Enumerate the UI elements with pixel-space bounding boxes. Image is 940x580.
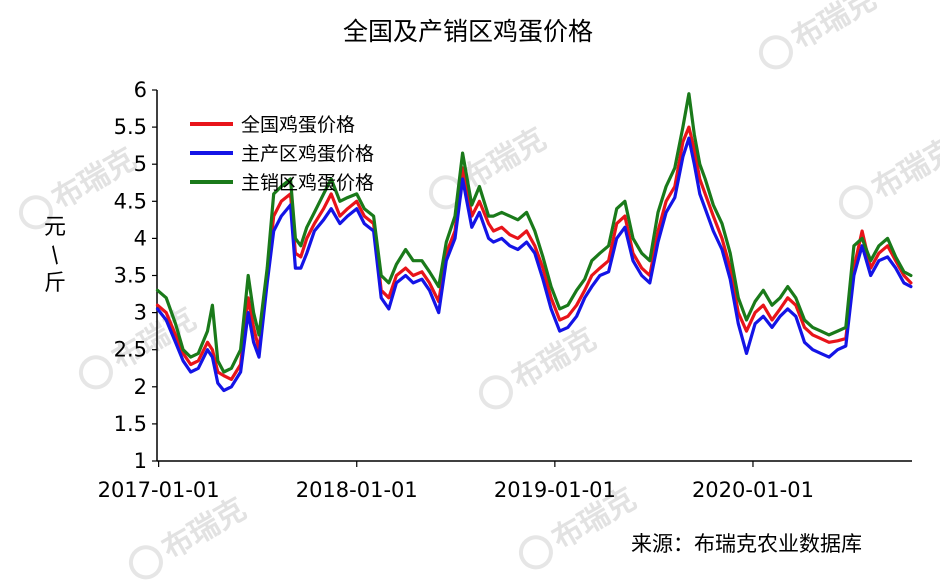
legend-label: 主产区鸡蛋价格 (241, 143, 374, 165)
watermark-logo-icon (518, 535, 553, 570)
watermark-text: 布瑞克 (867, 132, 940, 207)
watermark-text: 布瑞克 (157, 492, 252, 567)
chart-title: 全国及产销区鸡蛋价格 (343, 17, 593, 46)
series-layer (155, 92, 913, 393)
source-note: 来源：布瑞克农业数据库 (631, 532, 862, 556)
series-line-2 (155, 136, 913, 393)
watermark-logo-icon (18, 195, 53, 230)
watermark-text: 布瑞克 (787, 0, 882, 57)
y-tick-label: 5.5 (114, 115, 147, 139)
axes: 1 1.5 2 2.5 3 3.5 4 4.5 5 5.5 6 2017-01-01 2018-01-0… (98, 78, 912, 502)
series-line-3 (155, 92, 913, 374)
watermark: 布瑞克 (428, 122, 552, 210)
y-tick-label: 1.5 (114, 412, 147, 436)
watermark-text: 布瑞克 (507, 322, 602, 397)
watermark-logo-icon (78, 355, 113, 390)
y-tick-label: 6 (134, 78, 147, 102)
legend-label: 全国鸡蛋价格 (241, 114, 355, 136)
watermark-logo-icon (838, 185, 873, 220)
y-tick-label: 2 (134, 375, 147, 399)
y-tick-label: 4 (134, 226, 147, 250)
legend-label: 主销区鸡蛋价格 (241, 172, 374, 194)
watermark: 布瑞克 (128, 492, 252, 580)
x-tick-label: 2017-01-01 (98, 478, 220, 502)
watermark: 布瑞克 (478, 322, 602, 410)
watermark-logo-icon (128, 545, 163, 580)
y-tick-label: 1 (134, 449, 147, 473)
x-tick-label: 2018-01-01 (296, 478, 418, 502)
y-tick-label: 4.5 (114, 189, 147, 213)
x-tick-label: 2020-01-01 (692, 478, 814, 502)
x-tick-label: 2019-01-01 (494, 478, 616, 502)
watermark: 布瑞克 (838, 132, 940, 220)
y-tick-label: 5 (134, 152, 147, 176)
watermark-logo-icon (478, 375, 513, 410)
y-axis-label: 元/ 斤 (44, 215, 66, 296)
watermark-logo-icon (758, 35, 793, 70)
y-tick-label: 3.5 (114, 264, 147, 288)
watermark: 布瑞克 (758, 0, 882, 70)
y-axis-label-char: / (46, 242, 65, 268)
y-tick-label: 3 (134, 301, 147, 325)
y-axis-label-char: 斤 (44, 271, 66, 296)
y-tick-label: 2.5 (114, 338, 147, 362)
watermark-text: 布瑞克 (457, 122, 552, 197)
y-axis-label-char: 元 (44, 215, 66, 240)
series-line-1 (155, 125, 913, 381)
